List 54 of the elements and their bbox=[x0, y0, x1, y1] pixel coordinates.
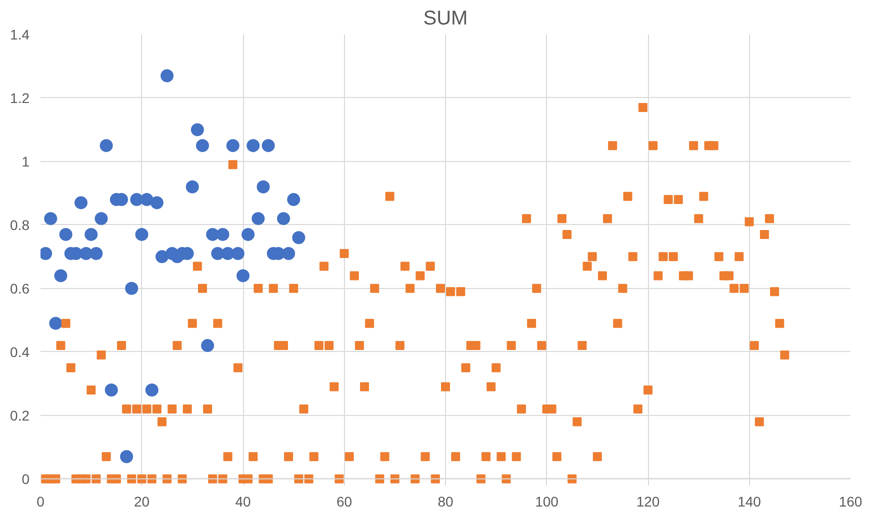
point bbox=[140, 193, 154, 206]
x-tick-label: 60 bbox=[336, 494, 352, 510]
y-tick-label: 0.6 bbox=[10, 280, 30, 296]
point bbox=[145, 383, 158, 396]
point bbox=[282, 247, 296, 260]
point bbox=[74, 196, 88, 210]
x-tick-label: 100 bbox=[535, 494, 559, 510]
y-tick-label: 0.8 bbox=[10, 216, 30, 233]
point bbox=[190, 123, 204, 136]
point bbox=[59, 228, 72, 241]
point bbox=[256, 180, 270, 194]
point bbox=[252, 212, 265, 226]
y-tick-label: 1.2 bbox=[10, 90, 30, 106]
point bbox=[40, 247, 52, 260]
point bbox=[292, 231, 306, 244]
point bbox=[94, 212, 108, 226]
point bbox=[216, 228, 230, 241]
point bbox=[54, 269, 68, 282]
point bbox=[100, 139, 113, 152]
x-tick-label: 40 bbox=[235, 494, 251, 510]
point bbox=[277, 212, 290, 226]
y-tick-label: 0.4 bbox=[10, 344, 30, 360]
chart-title: SUM bbox=[423, 8, 468, 30]
point bbox=[226, 139, 240, 152]
point bbox=[156, 250, 168, 264]
point bbox=[49, 316, 62, 330]
x-tick-label: 140 bbox=[738, 494, 762, 510]
point bbox=[90, 247, 103, 260]
point bbox=[135, 228, 148, 241]
point bbox=[160, 69, 174, 82]
x-tick-label: 0 bbox=[36, 494, 45, 510]
x-tick-label: 20 bbox=[134, 494, 150, 510]
point bbox=[262, 139, 275, 152]
point bbox=[287, 193, 300, 206]
point bbox=[84, 228, 98, 241]
point bbox=[186, 180, 199, 194]
y-tick-label: 0.2 bbox=[10, 407, 30, 424]
point bbox=[231, 247, 244, 260]
point bbox=[150, 196, 164, 210]
point bbox=[120, 450, 134, 464]
point bbox=[104, 383, 118, 396]
x-tick-label: 120 bbox=[636, 494, 660, 510]
point bbox=[201, 339, 214, 352]
x-tick-label: 160 bbox=[838, 494, 862, 510]
x-tick-label: 80 bbox=[438, 494, 454, 510]
point bbox=[242, 228, 255, 241]
point bbox=[44, 212, 58, 226]
point bbox=[125, 282, 138, 295]
y-tick-label: 0 bbox=[22, 470, 30, 487]
point bbox=[236, 269, 250, 282]
y-tick-label: 1.4 bbox=[10, 26, 30, 42]
y-tick-label: 1 bbox=[22, 153, 30, 170]
point bbox=[246, 139, 260, 152]
point bbox=[196, 139, 209, 152]
